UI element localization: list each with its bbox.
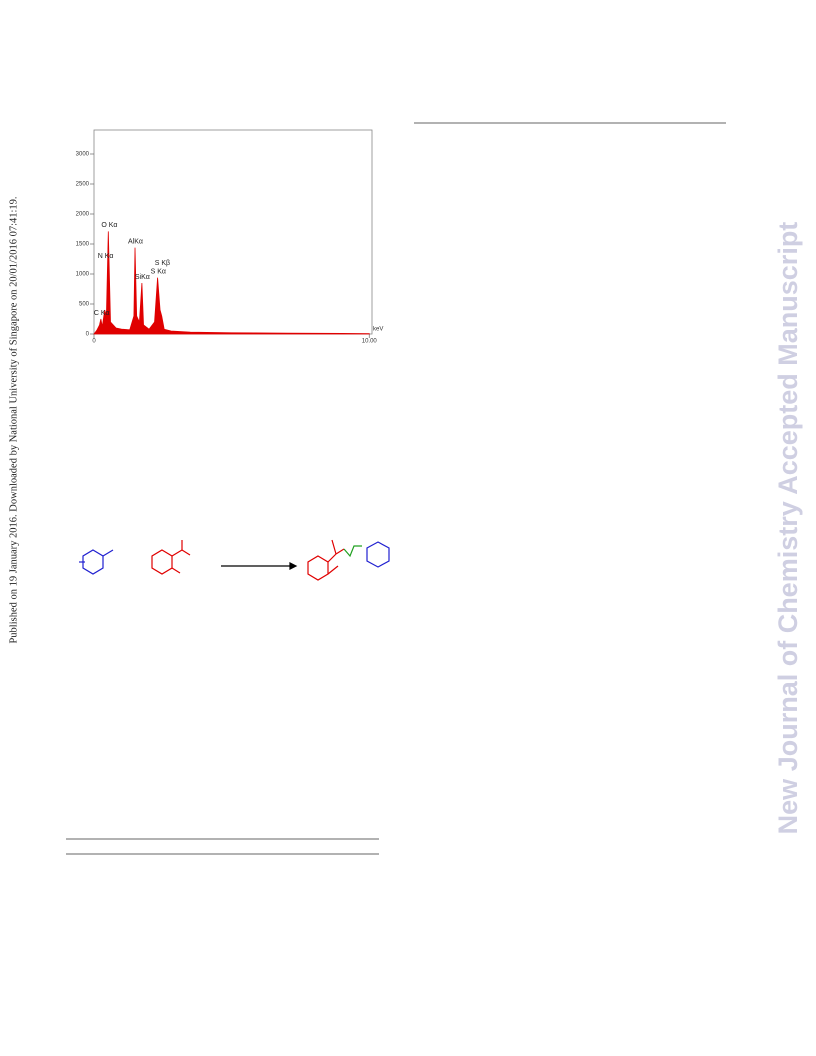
- peak-label: S Kα: [151, 268, 166, 275]
- reaction-scheme: [79, 539, 390, 581]
- y-tick-label: 0: [86, 332, 90, 338]
- side-note: Published on 19 January 2016. Downloaded…: [8, 196, 19, 643]
- y-tick-label: 1500: [76, 242, 90, 248]
- x-tick-label: 10.00: [362, 339, 378, 345]
- peak-label: AlKα: [128, 238, 143, 245]
- y-tick-label: 500: [79, 302, 90, 308]
- peak-label: SiKα: [135, 274, 150, 281]
- y-tick-label: 1000: [76, 272, 90, 278]
- y-tick-label: 2000: [76, 212, 90, 218]
- y-tick-label: 2500: [76, 182, 90, 188]
- spectrum: [93, 231, 370, 335]
- watermark: New Journal of Chemistry Accepted Manusc…: [773, 222, 803, 835]
- x-tick-label: 0: [92, 339, 96, 345]
- peak-label: S Kβ: [155, 260, 170, 267]
- y-tick-label: 3000: [76, 152, 90, 158]
- x-axis-label: keV: [373, 327, 383, 333]
- peak-label: O Kα: [101, 222, 117, 229]
- peak-label: N Kα: [98, 253, 114, 260]
- peak-label: C Kα: [94, 310, 110, 317]
